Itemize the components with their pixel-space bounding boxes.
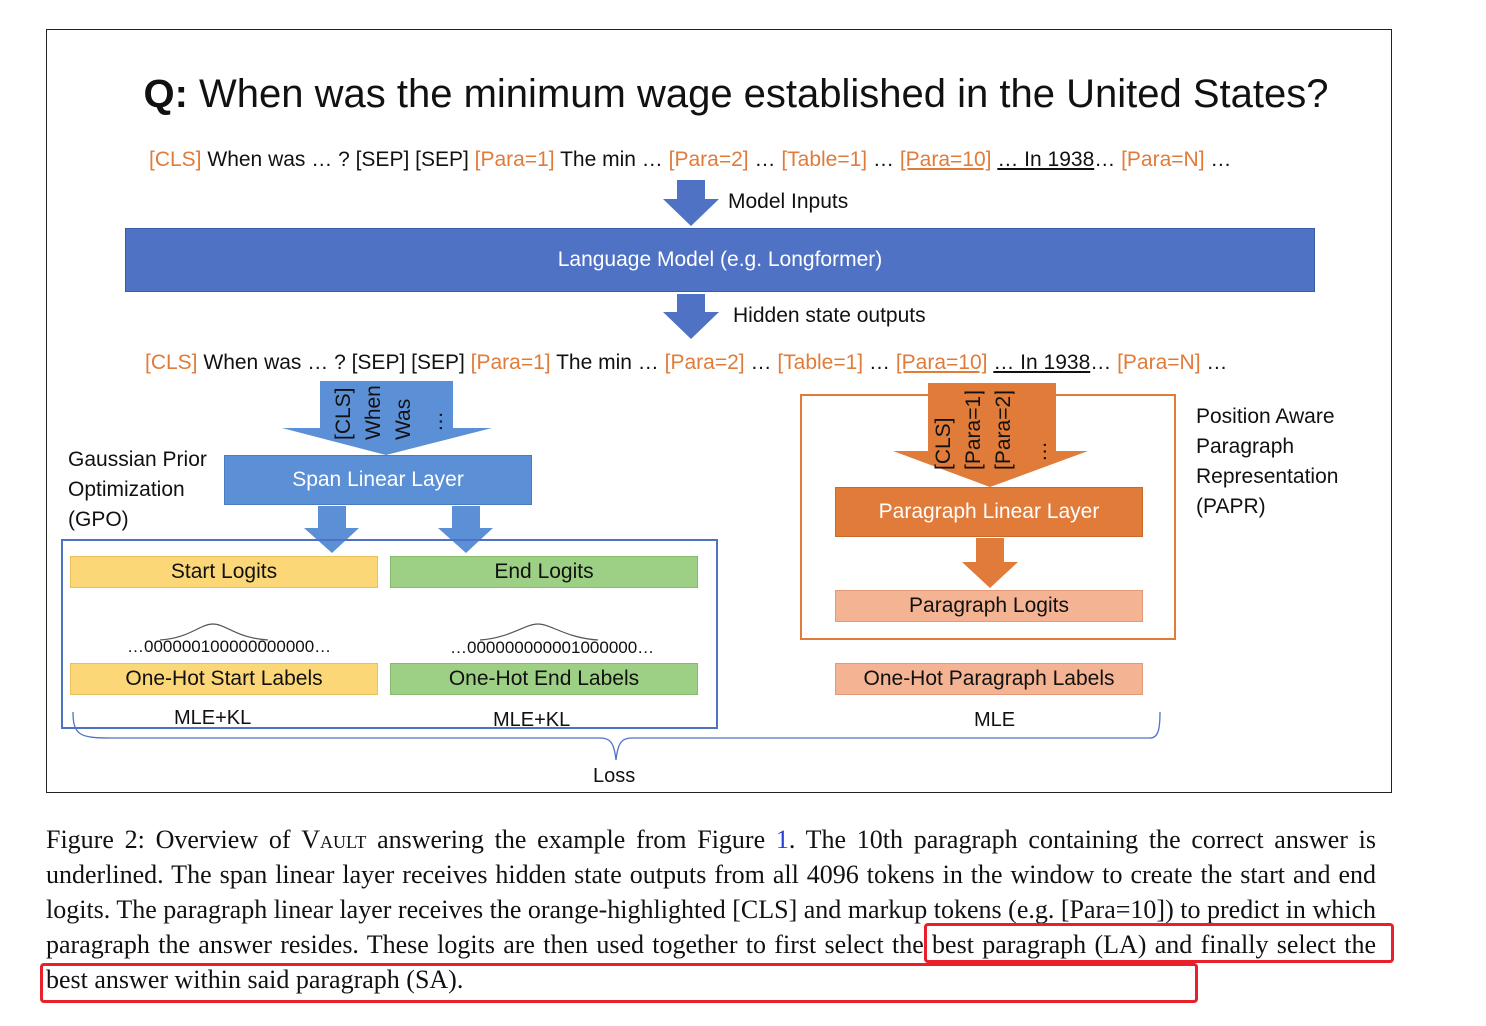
papr-line: Paragraph <box>1196 435 1295 458</box>
gpo-line: (GPO) <box>68 508 129 531</box>
token-table1: [Table=1] <box>777 351 864 374</box>
token-dots: … <box>1094 148 1116 171</box>
caption-figure-ref[interactable]: 1 <box>775 825 789 854</box>
token-cls: [CLS] <box>145 351 198 374</box>
token-para2: [Para=2] <box>668 148 749 171</box>
span-token-cls: [CLS] <box>332 387 355 440</box>
end-logits: End Logits <box>390 556 698 588</box>
span-token-when: When <box>362 385 385 440</box>
question-prefix: Q: <box>143 72 188 116</box>
highlight-box <box>40 963 1198 1003</box>
span-to-start-arrow <box>304 506 359 553</box>
token-when-was: When was … ? [SEP] [SEP] <box>203 351 465 374</box>
model-inputs-label: Model Inputs <box>728 190 849 213</box>
token-table1: [Table=1] <box>781 148 868 171</box>
token-dots: … <box>754 148 776 171</box>
span-token-was: Was <box>392 398 415 440</box>
end-label-sequence: …000000000001000000… <box>450 638 655 657</box>
start-logits: Start Logits <box>70 556 378 588</box>
token-dots: … <box>750 351 772 374</box>
token-in-1938: … In 1938 <box>993 351 1091 374</box>
gaussian-curve-start <box>159 623 269 641</box>
model-inputs-arrow <box>663 180 719 226</box>
para-input-arrow <box>893 383 1088 487</box>
gpo-label: Gaussian Prior Optimization (GPO) <box>68 445 207 535</box>
paragraph-logits: Paragraph Logits <box>835 590 1143 622</box>
token-when-was: When was … ? [SEP] [SEP] <box>207 148 469 171</box>
highlight-box <box>924 923 1394 963</box>
papr-line: Representation <box>1196 465 1339 488</box>
caption-system-name: Vault <box>301 825 367 854</box>
figure-caption: Figure 2: Overview of Vault answering th… <box>46 822 1376 997</box>
one-hot-paragraph-labels: One-Hot Paragraph Labels <box>835 663 1143 695</box>
question-text: When was the minimum wage established in… <box>199 72 1329 116</box>
output-token-row: [CLS] When was … ? [SEP] [SEP] [Para=1] … <box>145 351 1227 375</box>
hidden-state-arrow <box>663 294 719 339</box>
token-cls: [CLS] <box>149 148 202 171</box>
paragraph-linear-layer: Paragraph Linear Layer <box>835 487 1143 537</box>
token-para1: [Para=1] <box>474 148 555 171</box>
token-para10: [Para=10] <box>895 351 988 374</box>
para-to-logits-arrow <box>962 538 1018 588</box>
hidden-state-label: Hidden state outputs <box>733 304 926 327</box>
gpo-line: Gaussian Prior <box>68 448 207 471</box>
input-token-row: [CLS] When was … ? [SEP] [SEP] [Para=1] … <box>149 148 1231 172</box>
papr-line: Position Aware <box>1196 405 1335 428</box>
span-input-arrow <box>282 381 492 455</box>
gaussian-curve-end <box>479 623 599 641</box>
span-linear-layer: Span Linear Layer <box>224 455 532 505</box>
mle-paragraph: MLE <box>974 709 1016 731</box>
span-to-end-arrow <box>438 506 493 553</box>
loss-brace <box>72 711 1161 761</box>
token-paraN: [Para=N] <box>1121 148 1205 171</box>
caption-mid: answering the example from Figure <box>366 825 776 854</box>
token-dots: … <box>873 148 894 171</box>
token-para1: [Para=1] <box>470 351 551 374</box>
papr-group <box>800 394 1176 640</box>
mle-kl-end: MLE+KL <box>493 709 571 731</box>
span-loss-group <box>61 539 718 729</box>
figure-frame <box>46 29 1392 793</box>
one-hot-start-labels: One-Hot Start Labels <box>70 663 378 695</box>
token-dots: … <box>1210 148 1232 171</box>
token-in-1938: … In 1938 <box>997 148 1095 171</box>
question-title: Q: When was the minimum wage established… <box>0 72 1472 117</box>
token-dots: … <box>1090 351 1112 374</box>
token-paraN: [Para=N] <box>1117 351 1201 374</box>
token-para2: [Para=2] <box>664 351 745 374</box>
loss-label: Loss <box>593 765 636 787</box>
token-the-min: The min … <box>560 148 663 171</box>
gpo-line: Optimization <box>68 478 185 501</box>
token-dots: … <box>1206 351 1228 374</box>
caption-rest: . The 10th paragraph containing the corr… <box>46 825 1376 994</box>
token-dots: … <box>869 351 890 374</box>
token-para10: [Para=10] <box>899 148 992 171</box>
papr-label: Position Aware Paragraph Representation … <box>1196 402 1338 522</box>
span-token-dots: … <box>424 411 447 432</box>
one-hot-end-labels: One-Hot End Labels <box>390 663 698 695</box>
mle-kl-start: MLE+KL <box>174 707 252 729</box>
caption-lead: Figure 2: Overview of <box>46 825 302 854</box>
language-model-box: Language Model (e.g. Longformer) <box>125 228 1315 292</box>
start-label-sequence: …000000100000000000… <box>127 637 332 656</box>
papr-line: (PAPR) <box>1196 495 1266 518</box>
token-the-min: The min … <box>556 351 659 374</box>
